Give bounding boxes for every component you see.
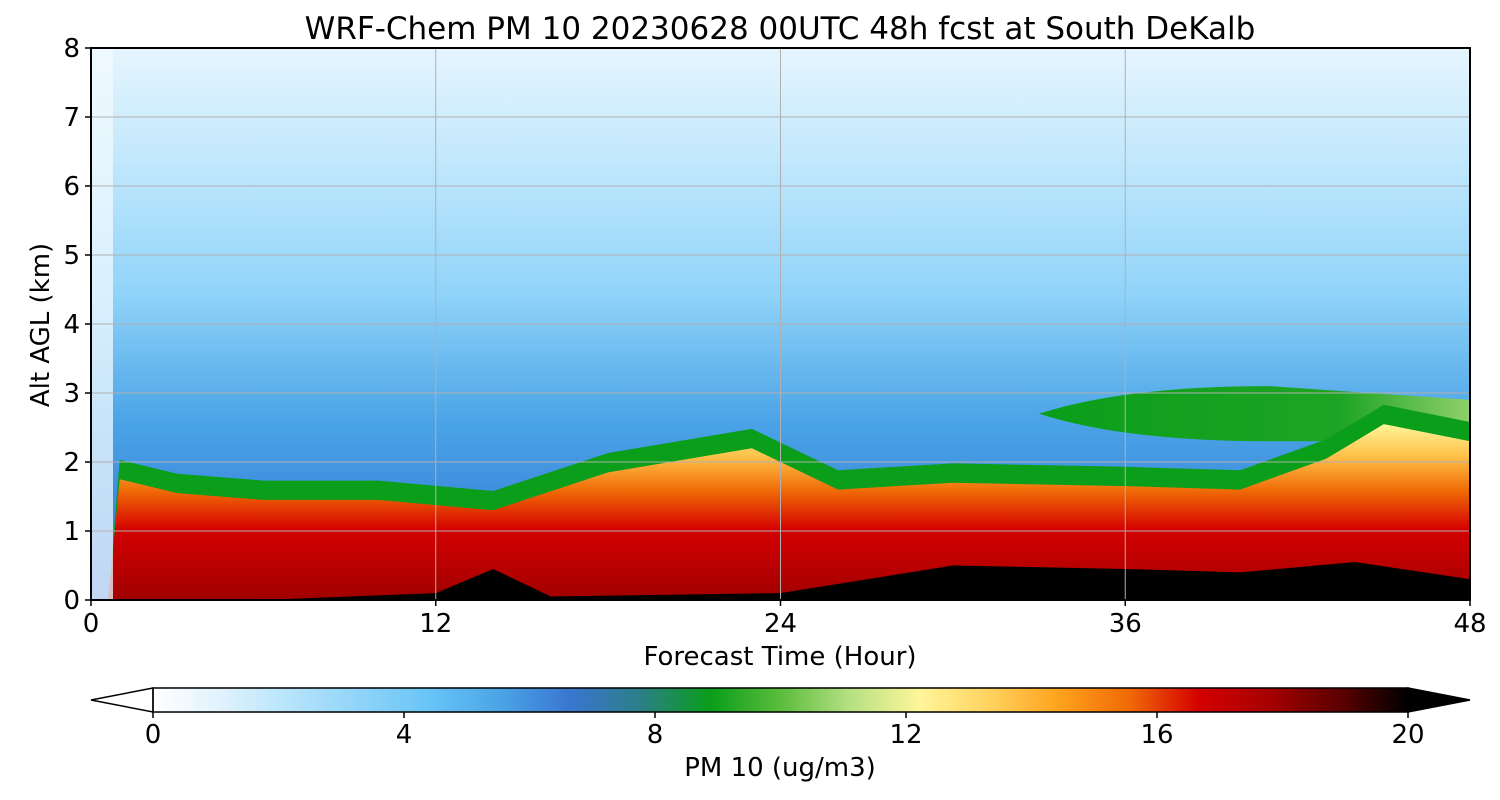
colorbar-tick-label: 12 (889, 720, 922, 750)
colorbar-ticks: 0 4 8 12 16 20 (145, 712, 1425, 750)
y-axis-label: Alt AGL (km) (26, 243, 56, 407)
colorbar-frame (152, 687, 1409, 713)
y-tick-label: 6 (63, 172, 80, 202)
y-tick-label: 2 (63, 448, 80, 478)
y-tick-label: 5 (63, 241, 80, 271)
x-tick-label: 12 (419, 609, 452, 639)
y-tick-label: 1 (63, 517, 80, 547)
x-axis-label: Forecast Time (Hour) (643, 642, 916, 672)
colorbar: 0 4 8 12 16 20 PM 10 (ug/m3) (90, 687, 1471, 783)
colorbar-min-extend-triangle (90, 687, 154, 713)
colorbar-tick-label: 4 (396, 720, 413, 750)
x-tick-label: 36 (1109, 609, 1142, 639)
colorbar-tick-label: 16 (1140, 720, 1173, 750)
colorbar-tick-label: 8 (647, 720, 664, 750)
x-tick-label: 0 (83, 609, 100, 639)
y-tick-label: 8 (63, 34, 80, 64)
x-tick-label: 24 (764, 609, 797, 639)
chart-title: WRF-Chem PM 10 20230628 00UTC 48h fcst a… (305, 11, 1256, 47)
x-tick-label: 48 (1453, 609, 1486, 639)
y-tick-label: 7 (63, 103, 80, 133)
colorbar-tick-label: 20 (1391, 720, 1424, 750)
colorbar-fill (153, 688, 1408, 712)
x-axis: 0 12 24 36 48 (83, 600, 1487, 639)
y-tick-label: 0 (63, 586, 80, 616)
y-tick-label: 4 (63, 310, 80, 340)
colorbar-tick-label: 0 (145, 720, 162, 750)
y-axis: 0 1 2 3 4 5 6 7 8 (63, 34, 91, 616)
y-tick-label: 3 (63, 379, 80, 409)
colorbar-label: PM 10 (ug/m3) (684, 753, 876, 783)
colorbar-max-extend-triangle (1407, 687, 1471, 713)
